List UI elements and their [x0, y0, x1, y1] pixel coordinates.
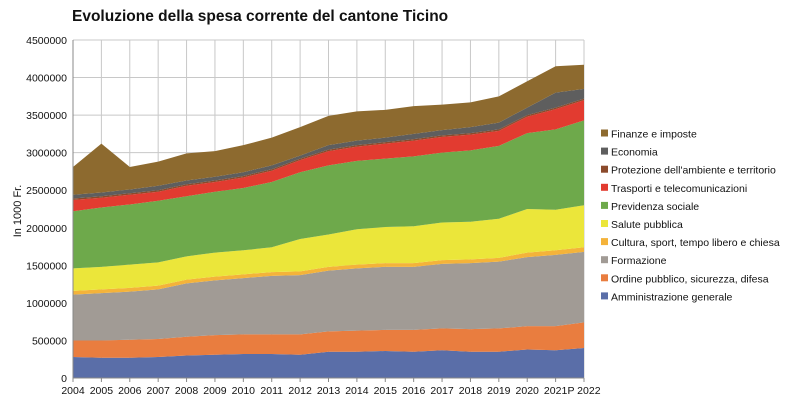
legend-label: Cultura, sport, tempo libero e chiesa [611, 237, 780, 249]
legend-swatch [601, 256, 608, 264]
legend-label: Previdenza sociale [611, 201, 699, 213]
area-finanze-e-imposte [73, 64, 584, 195]
legend-label: Salute pubblica [611, 219, 683, 231]
x-tick-label: 2008 [175, 385, 199, 397]
area-salute-pubblica [73, 205, 584, 291]
legend-swatch [601, 220, 608, 227]
legend-swatch [601, 238, 608, 246]
x-tick-label: 2021 [544, 385, 568, 397]
x-tick-label: P 2022 [567, 385, 600, 397]
legend-swatch [601, 165, 608, 173]
legend-label: Finanze e imposte [611, 129, 697, 141]
x-tick-label: 2005 [90, 385, 114, 397]
area-formazione [73, 251, 584, 341]
legend-label: Ordine pubblico, sicurezza, difesa [611, 273, 769, 285]
x-tick-label: 2018 [459, 385, 483, 397]
x-tick-label: 2015 [374, 385, 398, 397]
area-amministrazione-generale [73, 347, 584, 378]
area-ordine-pubblico-sicurezza-difesa [73, 322, 584, 358]
legend-swatch [601, 201, 608, 209]
y-tick-label: 3000000 [26, 148, 67, 160]
x-tick-label: 2014 [345, 385, 369, 397]
legend-swatch [601, 292, 608, 300]
x-tick-label: 2009 [203, 385, 227, 397]
y-tick-label: 1500000 [26, 260, 67, 272]
x-tick-label: 2017 [430, 385, 454, 397]
legend-swatch [601, 147, 608, 155]
legend-swatch [601, 129, 608, 137]
x-tick-label: 2007 [146, 385, 170, 397]
x-tick-label: 2013 [317, 385, 341, 397]
legend-label: Formazione [611, 255, 667, 267]
x-tick-label: 2006 [118, 385, 142, 397]
legend-label: Protezione dell'ambiente e territorio [611, 165, 776, 177]
chart-title: Evoluzione della spesa corrente del cant… [72, 8, 449, 25]
legend-swatch [601, 274, 608, 282]
x-tick-label: 2016 [402, 385, 426, 397]
x-tick-label: 2019 [487, 385, 511, 397]
area-cultura-sport-tempo-libero-e-chiesa [73, 247, 584, 295]
area-previdenza-sociale [73, 120, 584, 269]
y-tick-label: 2000000 [26, 223, 67, 235]
area-trasporti-e-telecomunicazioni [73, 100, 584, 212]
legend-label: Amministrazione generale [611, 291, 733, 303]
y-tick-label: 4000000 [26, 73, 67, 85]
legend-swatch [601, 183, 608, 191]
x-tick-label: 2004 [61, 385, 85, 397]
x-tick-label: 2010 [232, 385, 256, 397]
y-tick-label: 0 [61, 373, 67, 385]
y-tick-label: 4500000 [26, 35, 67, 47]
x-tick-label: 2020 [516, 385, 540, 397]
y-tick-label: 500000 [32, 335, 67, 347]
x-tick-label: 2012 [288, 385, 312, 397]
y-tick-label: 1000000 [26, 298, 67, 310]
y-tick-label: 3500000 [26, 110, 67, 122]
legend-label: Trasporti e telecomunicazioni [611, 183, 747, 195]
legend-label: Economia [611, 147, 658, 159]
x-tick-label: 2011 [260, 385, 283, 397]
y-tick-label: 2500000 [26, 185, 67, 197]
